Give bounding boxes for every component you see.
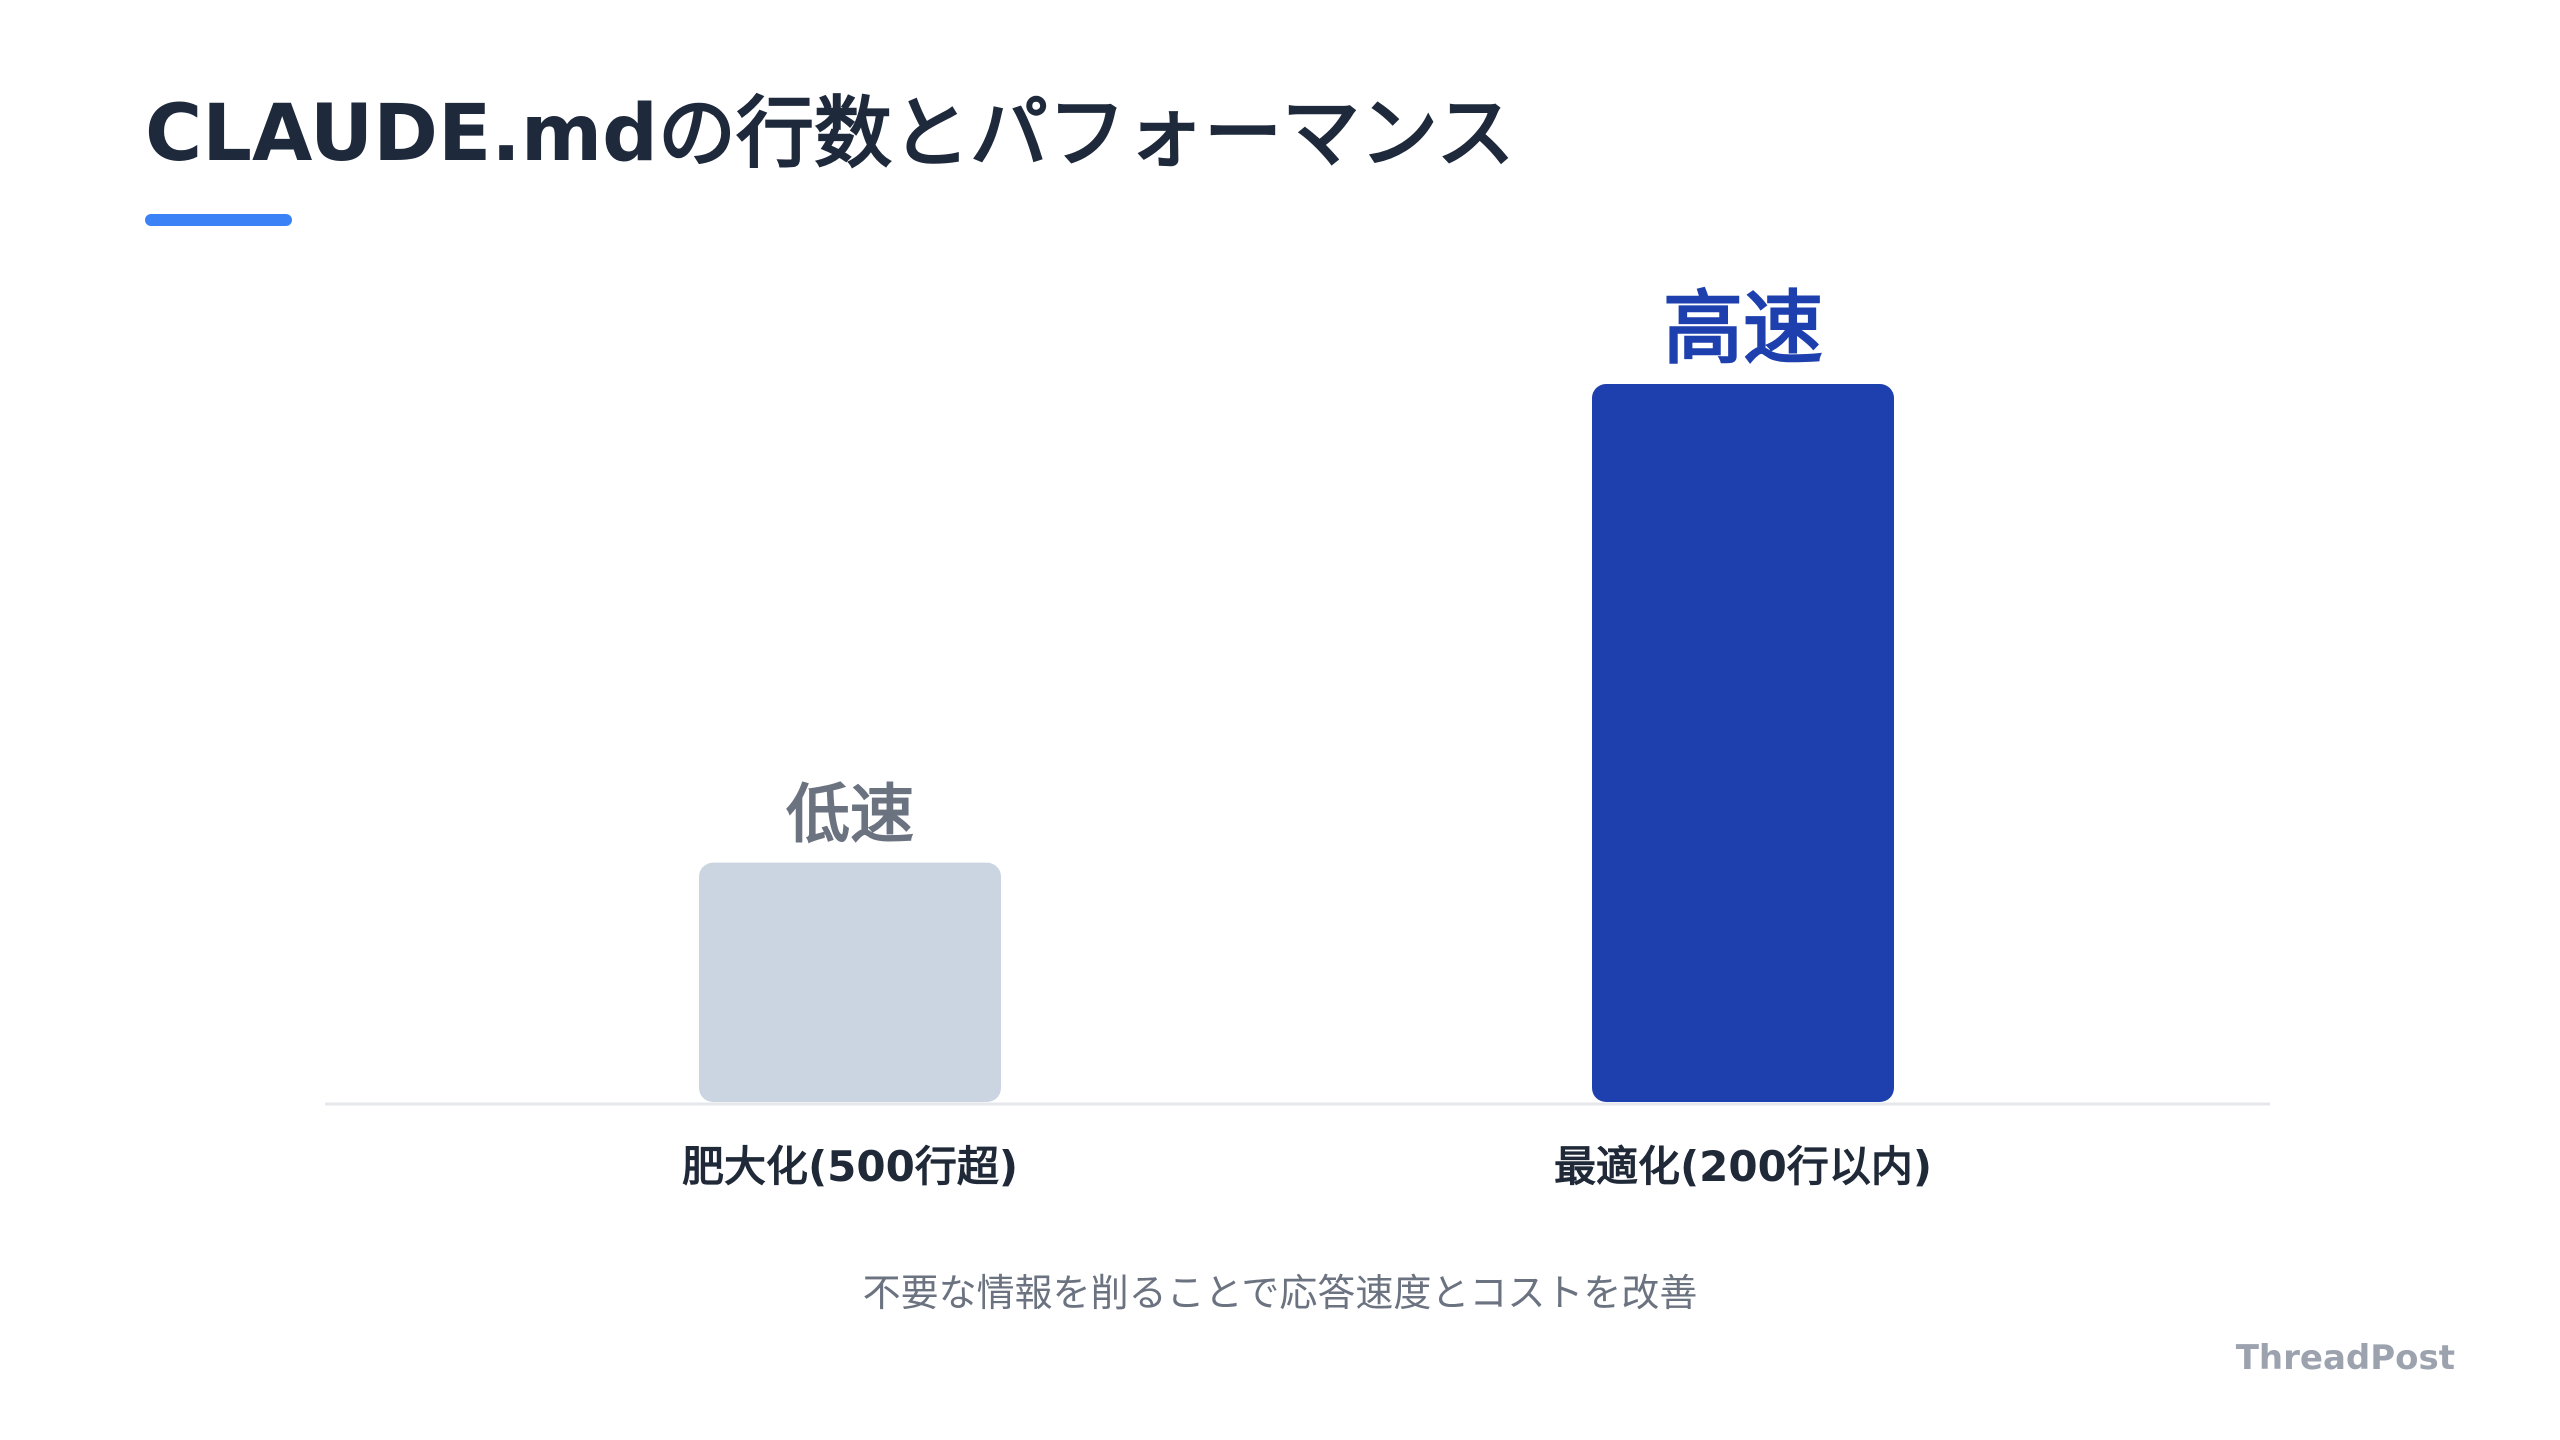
title-accent-bar [145,214,292,226]
bar-0 [699,862,1001,1102]
bar-1 [1592,384,1894,1102]
category-label-1: 最適化(200行以内) [1554,1142,1932,1191]
value-labels-group: 低速 高速 [786,282,1823,853]
category-labels-group: 肥大化(500行超) 最適化(200行以内) [682,1142,1932,1191]
value-label-0: 低速 [786,779,914,853]
value-label-1: 高速 [1663,282,1823,375]
chart-caption: 不要な情報を削ることで応答速度とコストを改善 [862,1271,1698,1315]
brand-logo: ThreadPost [2235,1338,2455,1378]
page-title: CLAUDE.mdの行数とパフォーマンス [145,89,1515,179]
category-label-0: 肥大化(500行超) [682,1142,1018,1191]
bars-group [699,384,1894,1102]
